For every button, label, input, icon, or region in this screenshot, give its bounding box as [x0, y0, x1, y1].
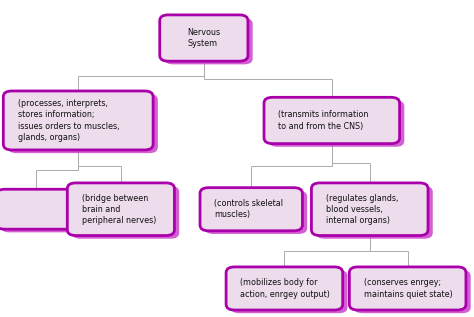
FancyBboxPatch shape — [160, 15, 248, 61]
FancyBboxPatch shape — [264, 97, 400, 144]
Text: Nervous
System: Nervous System — [187, 28, 220, 48]
FancyBboxPatch shape — [354, 270, 471, 313]
Text: (regulates glands,
blood vessels,
internal organs): (regulates glands, blood vessels, intern… — [326, 194, 398, 225]
FancyBboxPatch shape — [67, 183, 174, 236]
Text: (mobilizes body for
action, enrgey output): (mobilizes body for action, enrgey outpu… — [240, 278, 330, 299]
Text: (bridge between
brain and
peripheral nerves): (bridge between brain and peripheral ner… — [82, 194, 156, 225]
FancyBboxPatch shape — [311, 183, 428, 236]
FancyBboxPatch shape — [164, 18, 253, 64]
FancyBboxPatch shape — [1, 192, 80, 232]
FancyBboxPatch shape — [205, 191, 307, 234]
FancyBboxPatch shape — [72, 186, 179, 239]
FancyBboxPatch shape — [200, 188, 302, 231]
FancyBboxPatch shape — [226, 267, 343, 310]
Text: (conserves enrgey;
maintains quiet state): (conserves enrgey; maintains quiet state… — [364, 278, 452, 299]
Text: (transmits information
to and from the CNS): (transmits information to and from the C… — [278, 110, 369, 131]
FancyBboxPatch shape — [269, 100, 404, 147]
FancyBboxPatch shape — [0, 189, 75, 229]
FancyBboxPatch shape — [3, 91, 153, 150]
Text: (processes, interprets,
stores information;
issues orders to muscles,
glands, or: (processes, interprets, stores informati… — [18, 99, 119, 142]
FancyBboxPatch shape — [316, 186, 433, 239]
FancyBboxPatch shape — [349, 267, 466, 310]
Text: (controls skeletal
muscles): (controls skeletal muscles) — [214, 199, 283, 219]
FancyBboxPatch shape — [231, 270, 347, 313]
FancyBboxPatch shape — [8, 94, 158, 153]
